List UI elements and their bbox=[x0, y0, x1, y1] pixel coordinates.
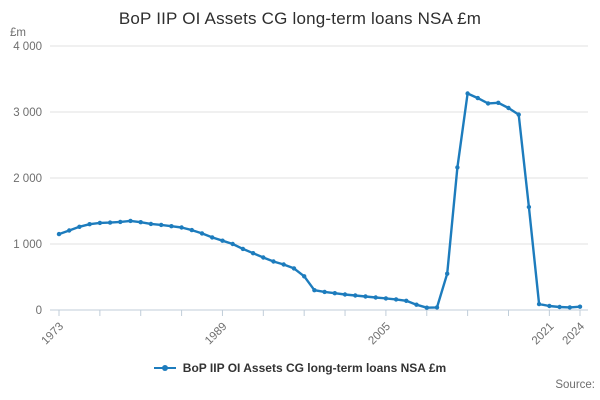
y-tick-label: 0 bbox=[36, 305, 42, 317]
data-point-marker bbox=[577, 304, 583, 309]
data-series-line bbox=[57, 92, 582, 309]
data-point-marker bbox=[526, 204, 532, 210]
data-point-marker bbox=[87, 222, 92, 227]
data-point-marker bbox=[199, 231, 205, 236]
data-point-marker bbox=[547, 303, 552, 309]
x-tick-label: 2005 bbox=[366, 321, 393, 348]
y-tick-label: 3 000 bbox=[13, 107, 42, 119]
data-point-marker bbox=[159, 222, 164, 228]
y-axis-unit-label: £m bbox=[10, 27, 26, 39]
data-point-marker bbox=[353, 293, 358, 298]
data-point-marker bbox=[342, 292, 348, 297]
legend-line-with-dot-icon bbox=[153, 363, 176, 373]
data-point-marker bbox=[414, 302, 419, 307]
data-point-marker bbox=[77, 224, 82, 229]
data-point-marker bbox=[322, 289, 327, 295]
data-point-marker bbox=[189, 227, 194, 233]
data-point-marker bbox=[281, 262, 286, 267]
data-point-marker bbox=[363, 294, 368, 299]
data-point-marker bbox=[291, 266, 297, 271]
data-point-marker bbox=[240, 246, 246, 252]
data-point-marker bbox=[455, 165, 460, 170]
data-point-marker bbox=[536, 301, 542, 307]
data-point-marker bbox=[404, 298, 409, 303]
data-point-marker bbox=[56, 231, 62, 237]
data-point-marker bbox=[312, 288, 317, 293]
legend[interactable]: BoP IIP OI Assets CG long-term loans NSA… bbox=[0, 357, 600, 379]
data-point-marker bbox=[383, 296, 389, 301]
data-point-marker bbox=[261, 255, 266, 260]
data-point-marker bbox=[220, 238, 225, 243]
data-point-marker bbox=[302, 274, 307, 279]
data-point-marker bbox=[250, 251, 256, 256]
x-tick-label: 1973 bbox=[40, 321, 67, 348]
data-point-marker bbox=[516, 112, 521, 117]
y-tick-label: 4 000 bbox=[13, 41, 42, 53]
data-point-marker bbox=[230, 241, 235, 247]
data-point-marker bbox=[506, 105, 511, 111]
data-point-marker bbox=[445, 271, 450, 276]
y-tick-label: 2 000 bbox=[13, 173, 42, 185]
data-point-marker bbox=[67, 228, 72, 233]
data-point-marker bbox=[332, 291, 337, 296]
data-point-marker bbox=[97, 220, 103, 226]
legend-label: BoP IIP OI Assets CG long-term loans NSA… bbox=[182, 361, 447, 375]
x-tick-label: 2024 bbox=[561, 320, 588, 347]
source-label: Source: bbox=[555, 379, 595, 391]
data-point-marker bbox=[434, 305, 440, 310]
chart-title: BoP IIP OI Assets CG long-term loans NSA… bbox=[118, 9, 482, 28]
data-point-marker bbox=[475, 95, 480, 101]
data-point-marker bbox=[567, 305, 572, 310]
data-point-marker bbox=[465, 91, 470, 96]
x-tick-label: 2021 bbox=[530, 321, 557, 348]
data-point-marker bbox=[373, 295, 378, 300]
data-point-marker bbox=[393, 297, 399, 302]
data-point-marker bbox=[128, 218, 133, 224]
data-point-marker bbox=[557, 304, 562, 310]
data-point-marker bbox=[107, 220, 113, 225]
data-point-marker bbox=[424, 305, 429, 310]
data-point-marker bbox=[271, 259, 276, 264]
data-point-marker bbox=[118, 219, 123, 225]
data-point-marker bbox=[179, 225, 184, 230]
data-point-marker bbox=[210, 235, 215, 240]
data-point-marker bbox=[148, 221, 154, 227]
data-point-marker bbox=[138, 220, 143, 225]
data-point-marker bbox=[496, 100, 501, 106]
x-tick-label: 1989 bbox=[203, 321, 230, 348]
data-point-marker bbox=[485, 101, 491, 106]
y-tick-label: 1 000 bbox=[13, 239, 42, 251]
data-point-marker bbox=[169, 224, 174, 229]
